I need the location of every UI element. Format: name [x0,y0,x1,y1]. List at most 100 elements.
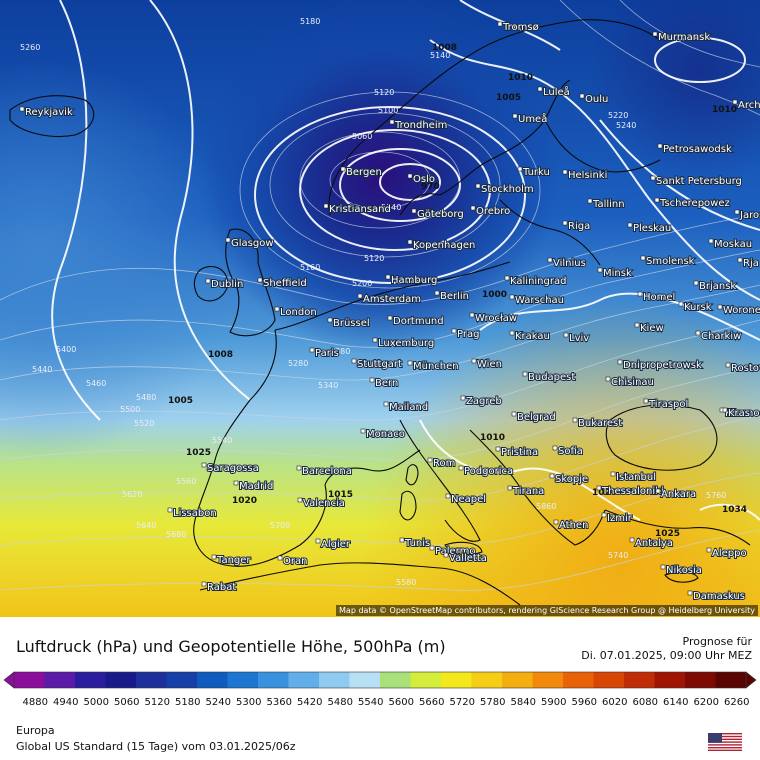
svg-text:Reykjavik: Reykjavik [25,107,73,118]
weather-map[interactable]: 5180 5260 5120 5140 5100 5060 5140 5120 5160 5200… [0,0,760,617]
svg-text:Aleppo: Aleppo [712,548,747,559]
svg-text:Saragossa: Saragossa [207,463,259,474]
city-bergen: Bergen [340,166,383,179]
us-flag-icon[interactable] [708,733,742,751]
scale-swatch [44,672,76,688]
contour-value-label: 5460 [86,379,106,388]
svg-text:Bergen: Bergen [346,167,382,178]
city-london: London [274,306,318,319]
svg-text:Brjansk: Brjansk [699,281,736,292]
svg-text:Dortmund: Dortmund [393,316,444,327]
city-ankara: Ankara [655,488,697,501]
city-dnipropetrowsk: Dnipropetrowsk [617,359,703,372]
svg-text:Kopenhagen: Kopenhagen [413,240,475,251]
svg-text:Charkiw: Charkiw [701,331,741,342]
svg-text:Amsterdam: Amsterdam [363,294,421,305]
city-homel: Homel [637,291,676,304]
svg-text:Izmir: Izmir [607,513,633,524]
svg-text:Ankara: Ankara [661,489,696,500]
city-bern: Bern [369,377,399,390]
city-rostov: Rostov [725,362,760,375]
scale-tick-label: 6140 [663,697,688,708]
forecast-date: Di. 07.01.2025, 09:00 Uhr MEZ [581,649,752,662]
city-dortmund: Dortmund [387,315,445,328]
svg-text:Vilnius: Vilnius [553,258,586,269]
svg-text:Nikosia: Nikosia [666,565,702,576]
scale-tick-label: 5540 [358,697,383,708]
scale-tick-label: 5600 [389,697,414,708]
svg-text:London: London [280,307,317,318]
scale-tick-label: 5720 [450,697,475,708]
city-madrid: Madrid [233,480,274,493]
contour-value-label: 5860 [536,502,556,511]
svg-text:Dublin: Dublin [211,279,243,290]
city-rabat: Rabat [201,581,237,594]
contour-value-label: 5240 [616,121,636,130]
scale-max-arrow [745,671,757,689]
scale-swatch [136,672,167,688]
city-zagreb: Zagreb [460,395,503,408]
scale-swatch [319,672,350,688]
svg-text:Sofia: Sofia [558,446,583,457]
city-kursk: Kursk [678,301,713,314]
svg-text:Tiraspol: Tiraspol [648,399,688,410]
city-aleppo: Aleppo [706,547,748,560]
scale-swatch [14,672,45,688]
scale-swatch [715,672,747,688]
contour-value-label: 5400 [56,345,76,354]
city-kristiansand: Kristiansand [323,203,392,216]
city-lviv: Lviv [563,332,590,345]
map-attribution[interactable]: Map data © OpenStreetMap contributors, r… [336,605,758,616]
svg-text:Rostov: Rostov [731,363,760,374]
city-woronesch: Woronesch [717,304,760,317]
city-kopenhagen: Kopenhagen [407,239,476,252]
city-rja: Rja [737,257,760,270]
svg-text:Kristiansand: Kristiansand [329,204,391,215]
svg-text:Göteborg: Göteborg [417,209,464,220]
contour-value-label: 5100 [378,106,398,115]
svg-text:Istanbul: Istanbul [616,472,656,483]
svg-text:Oran: Oran [283,556,307,567]
city-damaskus: Damaskus [687,590,746,603]
city-moskau: Moskau [708,238,753,251]
color-scale: 4880 4940 5000 5060 5120 5180 5240 5300 5360 5420… [3,671,757,708]
city-krasnodar: Krasnodar [719,407,760,420]
scale-swatch [563,672,594,688]
contour-value-label: 5200 [352,279,372,288]
svg-text:Valletta: Valletta [449,553,487,564]
svg-text:Minsk: Minsk [603,268,632,279]
contour-value-label: 5640 [136,521,156,530]
city-wien: Wien [471,358,503,371]
legend-footer: Luftdruck (hPa) und Geopotentielle Höhe,… [0,617,760,760]
contour-value-label: 5480 [136,393,156,402]
svg-text:Arch: Arch [738,100,760,111]
city-helsinki: Helsinki [562,169,608,182]
city-rom: Rom [427,457,456,470]
svg-text:Helsinki: Helsinki [568,170,607,181]
scale-tick-label: 5660 [419,697,444,708]
svg-text:Paris: Paris [315,348,339,359]
svg-text:Umeå: Umeå [518,112,547,125]
scale-swatch [532,672,564,688]
city-mailand: Mailand [383,401,429,414]
pressure-value-label: 1010 [508,73,533,83]
city-tanger: Tanger [211,554,252,567]
city-stockholm: Stockholm [475,183,535,196]
scale-tick-label: 5300 [236,697,261,708]
city-luleå: Luleå [537,84,571,99]
scale-swatch [227,672,259,688]
scale-swatch [502,672,533,688]
svg-text:Smolensk: Smolensk [646,256,695,267]
city-bukarest: Bukarest [572,417,623,430]
contour-value-label: 5160 [300,263,320,272]
contour-value-label: 5580 [396,578,416,587]
pressure-value-label: 1005 [168,396,193,406]
contour-value-label: 5260 [20,43,40,52]
contour-value-label: 5440 [32,365,52,374]
city-izmir: Izmir [601,512,634,525]
svg-text:Budapest: Budapest [528,372,575,383]
svg-text:Thessaloniki: Thessaloniki [601,486,664,497]
svg-text:Woronesch: Woronesch [723,305,760,316]
city-kras: Kras [722,407,751,420]
scale-tick-label: 4940 [53,697,78,708]
